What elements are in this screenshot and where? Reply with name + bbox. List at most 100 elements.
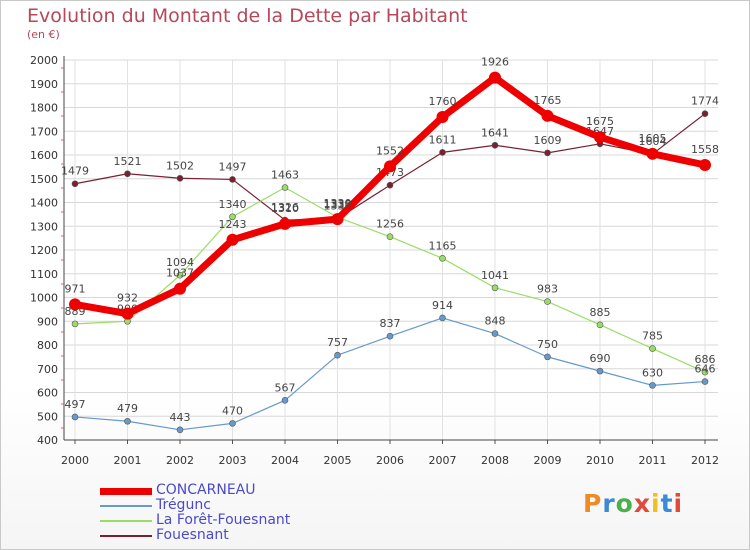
y-tick-label: 1900 xyxy=(30,78,58,91)
data-label: 1497 xyxy=(219,160,247,173)
y-tick-label: 500 xyxy=(37,410,58,423)
x-tick-label: 2006 xyxy=(376,454,404,467)
data-label: 497 xyxy=(65,398,86,411)
data-label: 837 xyxy=(380,317,401,330)
data-point xyxy=(386,233,394,240)
data-label: 1479 xyxy=(61,165,89,178)
data-point xyxy=(121,307,134,320)
data-point xyxy=(71,180,79,188)
y-tick-label: 1500 xyxy=(30,173,58,186)
data-label: 1256 xyxy=(376,218,404,231)
data-label: 479 xyxy=(117,402,138,415)
y-tick-label: 1300 xyxy=(30,220,58,233)
data-label: 885 xyxy=(590,306,611,319)
data-point xyxy=(544,353,551,361)
logo-letter: x xyxy=(633,489,651,518)
legend-swatch xyxy=(100,505,152,507)
chart-title: Evolution du Montant de la Dette par Hab… xyxy=(27,5,468,27)
data-label: 983 xyxy=(537,283,558,296)
data-point xyxy=(229,213,236,221)
x-tick-label: 2001 xyxy=(114,454,142,467)
legend-label: La Forêt-Fouesnant xyxy=(156,512,291,528)
logo-letter: P xyxy=(583,489,603,518)
data-point xyxy=(649,345,656,352)
y-tick-label: 1100 xyxy=(30,268,58,281)
data-label: 1094 xyxy=(166,256,194,269)
data-point xyxy=(281,397,289,404)
y-tick-labels: 400 500 600 700 800 900 1000 1100 1200 1300 1400 15… xyxy=(30,54,58,447)
x-tick-label: 2004 xyxy=(271,454,299,467)
data-label: 1604 xyxy=(639,135,667,148)
legend-label: Trégunc xyxy=(156,497,211,513)
data-label: 914 xyxy=(432,299,453,312)
data-label: 686 xyxy=(695,353,716,366)
data-label: 757 xyxy=(327,336,348,349)
data-point xyxy=(544,149,551,157)
data-point xyxy=(699,158,711,171)
data-label: 1760 xyxy=(429,95,457,108)
grid-lines xyxy=(64,59,718,441)
data-point xyxy=(594,131,606,144)
y-tick-label: 800 xyxy=(37,339,58,352)
x-tick-label: 2012 xyxy=(691,454,719,467)
data-point xyxy=(596,367,604,375)
data-point xyxy=(176,174,184,182)
data-point xyxy=(331,213,344,226)
data-label: 1310 xyxy=(271,202,299,215)
logo-letter: r xyxy=(602,489,616,518)
data-point xyxy=(386,332,394,340)
y-tick-label: 1000 xyxy=(30,292,58,305)
data-label: 1037 xyxy=(166,267,194,280)
data-point xyxy=(491,284,499,292)
data-point xyxy=(596,321,604,329)
x-tick-label: 2005 xyxy=(324,454,352,467)
logo-letter: i xyxy=(651,489,661,518)
proxiti-logo: Proxiti xyxy=(583,489,683,518)
data-label: 1326 xyxy=(271,201,299,214)
data-label: 567 xyxy=(275,381,296,394)
legend-label: CONCARNEAU xyxy=(156,482,256,498)
data-label: 1340 xyxy=(219,198,247,211)
x-tick-label: 2000 xyxy=(61,454,89,467)
data-label: 1041 xyxy=(481,269,509,282)
data-point xyxy=(69,298,81,311)
y-tick-label: 1800 xyxy=(30,102,58,115)
legend-swatch xyxy=(100,487,152,495)
data-point xyxy=(124,170,131,178)
data-label: 1609 xyxy=(534,134,562,147)
data-point xyxy=(544,298,551,305)
data-point xyxy=(436,111,449,123)
data-point xyxy=(701,378,709,385)
data-label: 1611 xyxy=(429,133,457,146)
x-tick-label: 2011 xyxy=(639,454,667,467)
data-point xyxy=(226,233,239,246)
legend-label: Fouesnant xyxy=(156,527,229,543)
data-point xyxy=(279,217,291,230)
data-label: 1463 xyxy=(271,169,299,182)
x-tick-labels: 2000 2001 2002 2003 2004 2005 2006 2007 2008 2009… xyxy=(61,454,719,467)
data-point xyxy=(701,368,709,376)
data-label: 630 xyxy=(642,366,663,379)
y-tick-label: 1700 xyxy=(30,125,58,138)
data-point xyxy=(386,181,394,189)
data-point xyxy=(489,71,501,84)
y-tick-label: 1600 xyxy=(30,149,58,162)
x-tick-label: 2003 xyxy=(219,454,247,467)
data-label: 470 xyxy=(222,404,243,417)
data-point xyxy=(174,282,186,295)
data-label: 1641 xyxy=(481,126,509,139)
x-tick-label: 2008 xyxy=(481,454,509,467)
y-tick-label: 2000 xyxy=(30,54,58,67)
data-point xyxy=(646,147,659,160)
series-concarneau: 971 932 1037 1243 1310 1330 1552 1760 1926 1765 16… xyxy=(65,56,719,320)
data-label: 848 xyxy=(485,315,506,328)
data-point xyxy=(334,351,341,359)
data-label: 1605 xyxy=(639,132,667,145)
chart-subtitle: (en €) xyxy=(27,28,60,41)
data-point xyxy=(541,109,554,122)
x-tick-label: 2009 xyxy=(534,454,562,467)
y-tick-label: 400 xyxy=(37,434,58,447)
data-label: 1552 xyxy=(376,144,404,157)
